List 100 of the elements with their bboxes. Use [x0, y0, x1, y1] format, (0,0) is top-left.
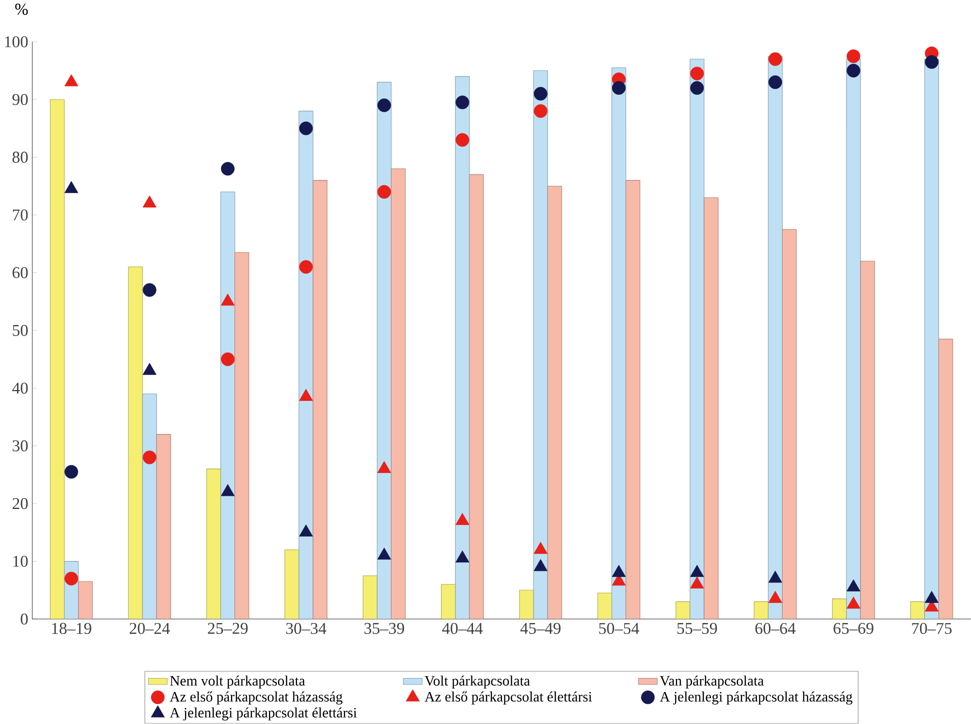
bar — [128, 266, 143, 620]
bar — [533, 70, 548, 620]
point — [299, 389, 313, 402]
point — [534, 104, 548, 118]
point — [142, 283, 156, 297]
bar — [50, 99, 65, 620]
point — [846, 580, 860, 592]
y-axis-title: % — [15, 4, 28, 15]
point — [456, 96, 470, 110]
bar — [754, 602, 768, 620]
point — [768, 76, 782, 90]
point — [299, 122, 313, 136]
point — [768, 570, 782, 583]
x-tick-label: 70–75 — [912, 623, 952, 634]
point — [924, 55, 938, 69]
bar — [832, 598, 847, 620]
x-tick-label: 18–19 — [52, 623, 92, 634]
bar — [206, 468, 222, 620]
point — [142, 450, 156, 464]
x-tick-label: 30–34 — [286, 623, 326, 634]
point — [220, 162, 235, 176]
bar — [78, 581, 93, 620]
bar — [690, 58, 704, 620]
bar — [298, 110, 314, 620]
legend-label: A jelenlegi párkapcsolat élettársi — [170, 708, 357, 721]
point — [377, 548, 392, 560]
y-tick-label: 100 — [5, 36, 28, 48]
x-tick-label: 40–44 — [442, 623, 483, 634]
point — [690, 81, 704, 95]
bar — [704, 198, 718, 620]
x-tick-label: 60–64 — [755, 623, 796, 634]
bar — [676, 602, 690, 620]
y-tick-label: 40 — [12, 382, 28, 394]
y-tick-label: 70 — [12, 210, 28, 221]
point — [846, 64, 860, 78]
x-tick-label: 65–69 — [834, 623, 874, 634]
bar — [782, 229, 797, 620]
bar — [597, 592, 612, 620]
bar — [220, 192, 236, 620]
y-tick-label: 0 — [20, 614, 28, 625]
point — [612, 81, 626, 95]
point — [64, 465, 78, 479]
point — [534, 87, 548, 101]
point — [846, 596, 860, 609]
point — [534, 559, 548, 572]
y-tick-label: 30 — [12, 440, 28, 452]
bar — [156, 434, 171, 620]
y-tick-label: 20 — [12, 498, 28, 510]
bar — [142, 394, 157, 620]
bar — [362, 576, 378, 620]
point — [220, 294, 235, 306]
bar — [312, 180, 328, 620]
point — [924, 591, 939, 604]
y-tick-label: 60 — [12, 267, 28, 278]
bar — [860, 261, 875, 620]
point — [534, 542, 548, 554]
bar — [234, 252, 250, 620]
legend-label: Az első párkapcsolat élettársi — [424, 692, 592, 705]
bar — [768, 56, 783, 620]
point — [377, 461, 392, 474]
legend-label: Van párkapcsolata — [660, 676, 764, 689]
y-tick-label: 50 — [12, 325, 28, 336]
bar — [519, 590, 534, 620]
point — [690, 565, 704, 578]
point — [456, 133, 470, 147]
legend-label: A jelenlegi párkapcsolat házasság — [660, 692, 852, 705]
y-tick-label: 80 — [12, 152, 28, 163]
legend-label: Volt párkapcsolata — [424, 676, 530, 689]
y-tick-label: 10 — [13, 556, 28, 568]
legend-label: Nem volt párkapcsolata — [170, 676, 305, 689]
bar — [376, 82, 392, 620]
bar — [441, 584, 456, 620]
point — [768, 591, 782, 604]
bar — [626, 180, 640, 620]
point — [299, 524, 313, 537]
x-tick-label: 35–39 — [364, 623, 404, 634]
x-tick-label: 55–59 — [677, 623, 717, 634]
point — [220, 352, 235, 366]
bar — [284, 550, 300, 620]
x-tick-label: 20–24 — [130, 623, 170, 634]
point — [299, 260, 313, 274]
x-tick-label: 25–29 — [208, 623, 248, 634]
bar — [455, 76, 470, 620]
y-tick-label: 90 — [12, 94, 28, 106]
point — [142, 363, 156, 376]
x-tick-label: 45–49 — [520, 623, 561, 634]
point — [846, 50, 860, 64]
point — [377, 185, 391, 199]
point — [690, 576, 704, 589]
bar — [938, 338, 954, 620]
bar — [846, 58, 861, 620]
legend-label: Az első párkapcsolat házasság — [170, 692, 343, 705]
point — [377, 98, 391, 112]
bar — [910, 602, 925, 620]
point — [456, 550, 470, 563]
bar — [547, 186, 562, 620]
point — [768, 52, 782, 66]
point — [456, 513, 470, 526]
point — [690, 66, 704, 81]
point — [612, 565, 626, 578]
